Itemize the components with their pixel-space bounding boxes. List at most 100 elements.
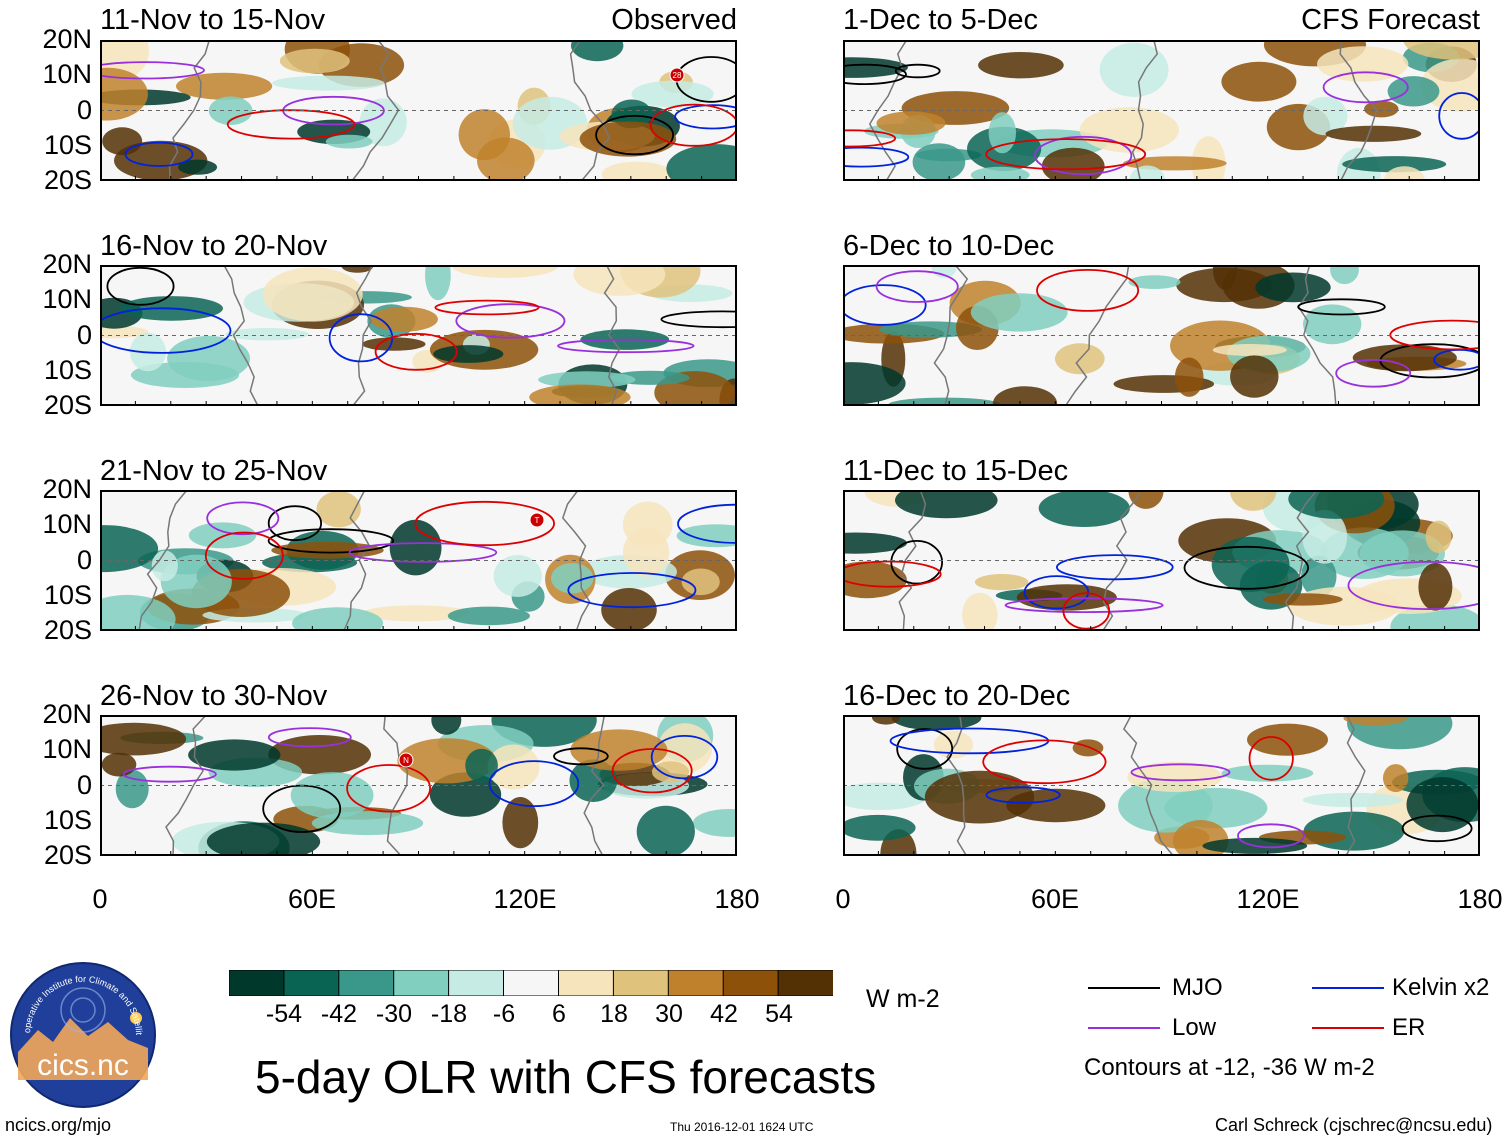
olr-anomaly <box>1352 344 1457 372</box>
contour-er <box>843 560 942 588</box>
olr-anomaly <box>1359 530 1445 577</box>
legend-line <box>1312 987 1384 989</box>
panel-tag: Observed <box>611 4 737 36</box>
contour-mjo <box>106 266 175 306</box>
olr-map <box>100 265 737 406</box>
lat-label: 10N <box>42 284 92 314</box>
olr-anomaly <box>1343 715 1407 726</box>
olr-anomaly <box>433 345 504 363</box>
lon-label: 120E <box>1236 884 1300 914</box>
lat-label: 20S <box>43 615 92 645</box>
olr-anomaly <box>465 748 498 783</box>
contour-mjo <box>553 747 609 766</box>
olr-anomaly <box>601 588 657 631</box>
olr-anomaly <box>188 522 257 549</box>
olr-anomaly <box>538 371 636 389</box>
olr-anomaly <box>895 490 998 519</box>
contour-er <box>414 500 556 547</box>
colorbar-label: -6 <box>492 1000 516 1028</box>
contour-mjo <box>660 310 737 329</box>
coastline <box>498 490 591 631</box>
olr-anomaly <box>1403 40 1480 60</box>
lat-label: 20S <box>43 840 92 870</box>
coastline <box>569 40 718 181</box>
olr-anomaly <box>1211 536 1290 592</box>
olr-anomaly <box>178 159 218 175</box>
olr-anomaly <box>151 550 178 582</box>
contour-kelvin-x2 <box>1438 92 1480 140</box>
olr-anomaly <box>1230 355 1279 398</box>
lat-label: 0 <box>76 770 92 800</box>
olr-anomaly <box>924 770 1035 824</box>
coastline <box>1345 715 1408 856</box>
olr-anomaly <box>447 606 530 626</box>
contour-kelvin-x2 <box>100 307 232 354</box>
olr-anomaly <box>1288 586 1399 626</box>
coastline <box>223 265 686 406</box>
olr-anomaly <box>325 134 373 149</box>
contour-kelvin-x2 <box>650 734 719 780</box>
panel-tag: CFS Forecast <box>1301 4 1480 36</box>
colorbar-swatch <box>722 970 780 996</box>
lat-label: 20N <box>42 699 92 729</box>
olr-anomaly <box>100 722 187 756</box>
footer-url[interactable]: ncics.org/mjo <box>5 1115 112 1135</box>
olr-anomaly <box>487 744 540 790</box>
contour-er <box>611 748 693 794</box>
contours-note: Contours at -12, -36 W m-2 <box>1084 1054 1375 1081</box>
contour-kelvin-x2 <box>1055 554 1174 581</box>
contour-kelvin-x2 <box>124 141 194 167</box>
olr-anomaly <box>1128 490 1164 509</box>
panel-title: 6-Dec to 10-Dec <box>843 230 1055 262</box>
map-frame <box>843 40 1480 181</box>
coastline <box>898 490 1015 631</box>
olr-anomaly <box>992 386 1058 406</box>
lat-label: 0 <box>76 95 92 125</box>
olr-anomaly <box>362 605 470 622</box>
olr-anomaly <box>1041 147 1105 181</box>
olr-anomaly <box>974 574 1029 591</box>
olr-anomaly <box>843 362 906 405</box>
contour-er <box>843 129 897 148</box>
contour-low <box>1004 597 1164 613</box>
contour-er <box>346 764 432 813</box>
coastline <box>264 715 606 856</box>
contour-kelvin-x2 <box>488 760 580 807</box>
map-frame <box>100 40 737 181</box>
olr-anomaly <box>658 723 712 774</box>
coastline <box>469 265 621 406</box>
coastline <box>1102 490 1209 631</box>
olr-anomaly <box>1303 304 1362 345</box>
olr-anomaly <box>666 144 737 181</box>
olr-anomaly <box>970 166 1030 181</box>
olr-anomaly <box>1262 593 1343 606</box>
olr-anomaly <box>1302 792 1403 808</box>
contour-er <box>434 299 540 316</box>
lon-label: 60E <box>287 884 337 914</box>
coastline <box>868 40 908 181</box>
colorbar-swatch <box>777 970 833 996</box>
lon-label: 0 <box>92 884 108 914</box>
olr-anomaly <box>692 809 737 837</box>
colorbar-units: W m-2 <box>866 985 940 1013</box>
contour-low <box>557 338 695 354</box>
olr-anomaly <box>1342 156 1447 173</box>
contour-er <box>649 103 737 147</box>
cics-logo: Cooperative Institute for Climate and Sa… <box>8 960 156 1108</box>
storm-label: N <box>403 756 409 765</box>
olr-anomaly <box>1072 739 1104 757</box>
coastline <box>1297 265 1370 406</box>
olr-anomaly <box>1221 61 1297 102</box>
map-frame <box>100 715 737 856</box>
olr-anomaly <box>871 715 900 725</box>
panel-title: 1-Dec to 5-Dec <box>843 4 1039 36</box>
contour-low <box>348 542 498 563</box>
colorbar-swatch <box>612 970 670 996</box>
olr-anomaly <box>279 48 350 74</box>
contour-low <box>100 61 205 80</box>
olr-anomaly <box>271 541 384 559</box>
olr-map <box>843 40 1480 181</box>
olr-anomaly <box>362 337 426 351</box>
coastline <box>1284 490 1464 631</box>
lon-label: 120E <box>493 884 557 914</box>
